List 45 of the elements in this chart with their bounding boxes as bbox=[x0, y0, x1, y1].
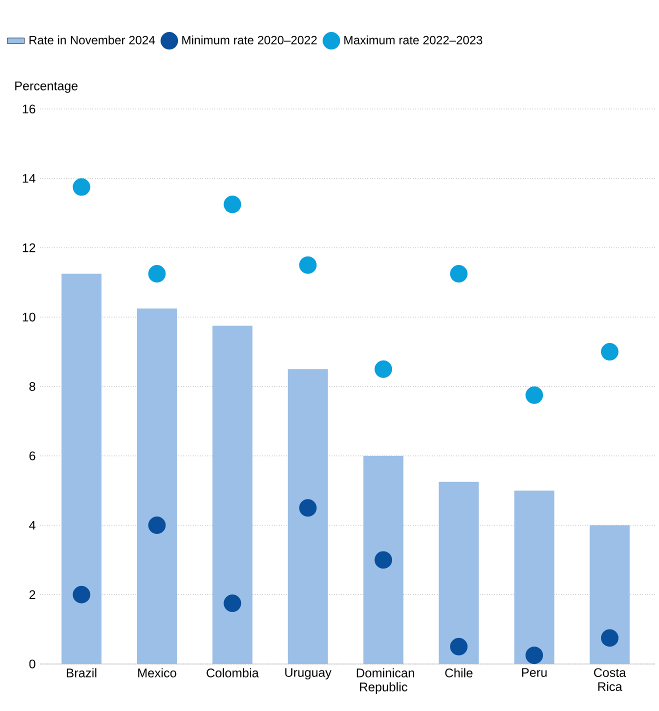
point bbox=[600, 343, 618, 361]
x-tick-label: Peru bbox=[522, 668, 547, 677]
point bbox=[600, 629, 618, 647]
point bbox=[374, 360, 392, 378]
bar bbox=[590, 525, 630, 664]
bar bbox=[514, 490, 554, 664]
point bbox=[299, 256, 317, 274]
x-tick-label: Chile bbox=[445, 668, 472, 678]
point bbox=[526, 646, 544, 664]
point bbox=[72, 586, 90, 604]
point bbox=[72, 178, 90, 196]
bar bbox=[136, 308, 177, 664]
x-tick-label: Brazil bbox=[66, 668, 96, 678]
point bbox=[148, 265, 166, 283]
x-tick-label: Dominican Republic bbox=[356, 668, 414, 694]
point bbox=[450, 265, 468, 283]
point bbox=[299, 499, 317, 517]
point bbox=[526, 386, 544, 404]
point bbox=[148, 516, 166, 534]
x-tick-label: Uruguay bbox=[285, 668, 332, 680]
point bbox=[224, 196, 242, 214]
y-axis-title: Percentage bbox=[15, 82, 78, 93]
y-tick-label: 12 bbox=[22, 243, 36, 252]
legend-label: Rate in November 2024 bbox=[30, 36, 155, 44]
bar bbox=[363, 456, 404, 664]
y-tick-label: 6 bbox=[29, 451, 36, 460]
y-tick-label: 14 bbox=[22, 174, 36, 183]
x-tick-label: Costa Rica bbox=[594, 668, 626, 692]
point bbox=[224, 594, 242, 612]
y-tick-label: 16 bbox=[22, 104, 36, 114]
y-tick-label: 4 bbox=[29, 520, 36, 530]
bar bbox=[438, 482, 479, 664]
x-tick-label: Mexico bbox=[138, 668, 176, 678]
y-tick-label: 8 bbox=[29, 382, 36, 391]
legend-label: Maximum rate 2022–2023 bbox=[344, 36, 482, 44]
y-tick-label: 10 bbox=[22, 312, 36, 322]
bar bbox=[212, 326, 252, 664]
y-tick-label: 0 bbox=[29, 660, 36, 668]
legend-label: Minimum rate 2020–2022 bbox=[182, 36, 317, 44]
bar bbox=[62, 274, 102, 664]
point bbox=[374, 551, 392, 569]
bar bbox=[288, 369, 328, 664]
x-tick-label: Colombia bbox=[206, 668, 259, 678]
point bbox=[450, 638, 468, 656]
y-tick-label: 2 bbox=[29, 590, 36, 599]
